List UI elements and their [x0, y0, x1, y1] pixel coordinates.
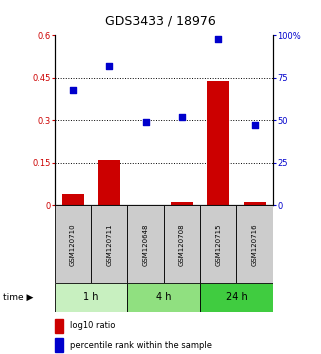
Bar: [207, 81, 229, 205]
Bar: [127, 205, 164, 283]
Text: log10 ratio: log10 ratio: [70, 321, 115, 331]
Bar: [171, 202, 193, 205]
Point: [252, 122, 257, 128]
Point: [179, 114, 185, 120]
Bar: [98, 160, 120, 205]
Text: 1 h: 1 h: [83, 292, 99, 302]
Text: GSM120708: GSM120708: [179, 223, 185, 266]
Bar: [55, 338, 63, 352]
Text: GSM120716: GSM120716: [252, 223, 258, 266]
Bar: [62, 194, 84, 205]
Bar: [55, 283, 127, 312]
Point: [70, 87, 75, 93]
Bar: [91, 205, 127, 283]
Text: GSM120715: GSM120715: [215, 223, 221, 266]
Bar: [55, 205, 91, 283]
Text: GSM120648: GSM120648: [143, 223, 149, 266]
Bar: [200, 283, 273, 312]
Text: 4 h: 4 h: [156, 292, 171, 302]
Bar: [134, 205, 156, 207]
Point: [216, 36, 221, 42]
Point: [107, 63, 112, 69]
Text: GSM120710: GSM120710: [70, 223, 76, 266]
Text: GSM120711: GSM120711: [106, 223, 112, 266]
Text: 24 h: 24 h: [226, 292, 247, 302]
Bar: [200, 205, 237, 283]
Point: [143, 119, 148, 125]
Bar: [244, 202, 265, 205]
Text: time ▶: time ▶: [3, 293, 34, 302]
Text: percentile rank within the sample: percentile rank within the sample: [70, 341, 212, 350]
Bar: [164, 205, 200, 283]
Bar: [55, 319, 63, 333]
Bar: [127, 283, 200, 312]
Bar: [237, 205, 273, 283]
Text: GDS3433 / 18976: GDS3433 / 18976: [105, 14, 216, 27]
